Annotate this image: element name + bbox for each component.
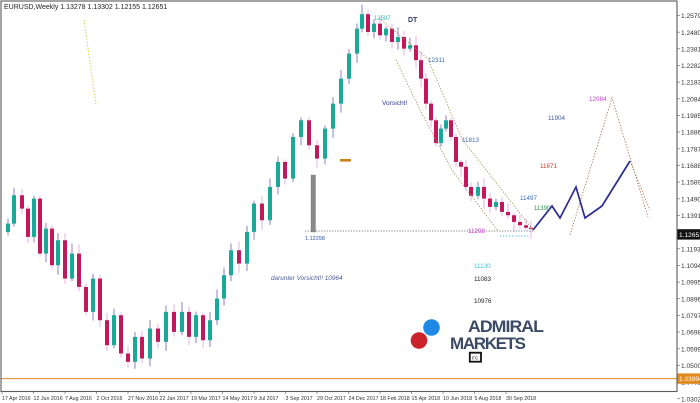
svg-text:17 Apr 2016: 17 Apr 2016 — [2, 396, 31, 402]
svg-text:10976: 10976 — [474, 298, 492, 305]
svg-text:3 Sep 2017: 3 Sep 2017 — [286, 396, 313, 402]
svg-text:1.19850: 1.19850 — [681, 113, 700, 120]
svg-text:1.07970: 1.07970 — [681, 313, 700, 320]
svg-text:1.22820: 1.22820 — [681, 63, 700, 70]
svg-text:EURUSD,Weekly 1.13278 1.13302: EURUSD,Weekly 1.13278 1.13302 1.12155 1.… — [4, 4, 167, 11]
svg-text:11813: 11813 — [462, 137, 480, 144]
svg-text:11497: 11497 — [520, 195, 538, 202]
svg-text:1.05990: 1.05990 — [681, 346, 700, 353]
svg-text:12587: 12587 — [374, 16, 391, 22]
svg-text:22 Jan 2017: 22 Jan 2017 — [160, 396, 189, 402]
svg-text:11130: 11130 — [474, 263, 491, 270]
svg-text:1.08960: 1.08960 — [681, 296, 700, 303]
svg-text:2 Oct 2016: 2 Oct 2016 — [97, 396, 123, 402]
svg-text:1.05000: 1.05000 — [681, 363, 700, 370]
svg-text:1.09950: 1.09950 — [681, 280, 700, 287]
svg-text:1.12651: 1.12651 — [679, 232, 700, 239]
svg-text:11298: 11298 — [468, 228, 486, 235]
svg-text:1.03020: 1.03020 — [681, 396, 700, 403]
svg-text:10 Jun 2018: 10 Jun 2018 — [443, 396, 472, 402]
svg-text:29 Oct 2017: 29 Oct 2017 — [317, 396, 346, 402]
svg-text:1.13910: 1.13910 — [681, 213, 700, 220]
svg-text:12084: 12084 — [589, 96, 607, 103]
svg-text:1.18860: 1.18860 — [681, 130, 700, 137]
svg-text:1.14900: 1.14900 — [681, 196, 700, 203]
svg-text:DT: DT — [408, 17, 418, 24]
svg-text:5 Aug 2018: 5 Aug 2018 — [475, 396, 502, 402]
svg-text:12 Jun 2016: 12 Jun 2016 — [34, 396, 63, 402]
svg-text:1.12298: 1.12298 — [305, 236, 325, 242]
svg-text:19 Mar 2017: 19 Mar 2017 — [191, 396, 221, 402]
svg-text:18 Feb 2018: 18 Feb 2018 — [380, 396, 410, 402]
svg-text:1.25790: 1.25790 — [681, 13, 700, 20]
svg-text:ADMIRAL: ADMIRAL — [468, 316, 544, 336]
svg-text:1.24800: 1.24800 — [681, 30, 700, 37]
svg-text:15 Apr 2018: 15 Apr 2018 — [412, 396, 441, 402]
svg-text:darunter Vorsicht!! 10964: darunter Vorsicht!! 10964 — [271, 275, 343, 282]
svg-text:MARKETS: MARKETS — [450, 334, 526, 353]
svg-text:1.10940: 1.10940 — [681, 263, 700, 270]
svg-text:11904: 11904 — [548, 115, 566, 122]
svg-text:11083: 11083 — [474, 276, 492, 283]
svg-text:FC: FC — [472, 355, 479, 361]
svg-text:1.11930: 1.11930 — [681, 246, 700, 253]
svg-text:Vorsicht!: Vorsicht! — [382, 100, 407, 107]
svg-text:11671: 11671 — [540, 163, 558, 170]
svg-text:30 Sep 2018: 30 Sep 2018 — [506, 396, 536, 402]
svg-text:11390: 11390 — [534, 206, 551, 212]
svg-text:1.23810: 1.23810 — [681, 46, 700, 53]
svg-text:1.03994: 1.03994 — [679, 376, 700, 383]
svg-text:1.20840: 1.20840 — [681, 96, 700, 103]
svg-text:12311: 12311 — [428, 57, 446, 64]
svg-text:24 Dec 2017: 24 Dec 2017 — [349, 396, 379, 402]
svg-text:14 May 2017: 14 May 2017 — [223, 396, 254, 402]
svg-text:1.16880: 1.16880 — [681, 163, 700, 170]
svg-text:1.17870: 1.17870 — [681, 146, 700, 153]
svg-text:1.06980: 1.06980 — [681, 330, 700, 337]
svg-text:27 Nov 2016: 27 Nov 2016 — [128, 396, 158, 402]
svg-text:1.21830: 1.21830 — [681, 80, 700, 87]
svg-text:9 Jul 2017: 9 Jul 2017 — [254, 396, 278, 402]
svg-text:7 Aug 2016: 7 Aug 2016 — [65, 396, 92, 402]
svg-text:1.15890: 1.15890 — [681, 180, 700, 187]
